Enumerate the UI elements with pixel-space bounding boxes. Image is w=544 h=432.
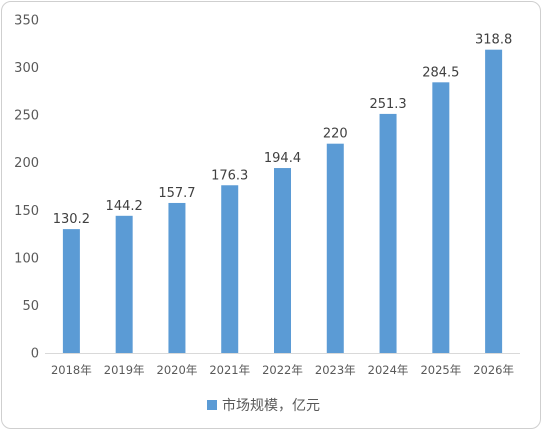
bar-series [62,49,503,353]
data-label: 130.2 [53,212,90,227]
data-label: 220 [323,127,348,142]
data-label: 251.3 [369,97,406,112]
data-label: 194.4 [264,151,301,166]
legend: 市场规模，亿元 [207,397,320,414]
y-tick-label: 250 [14,109,39,124]
x-tick-label: 2026年 [473,363,514,377]
bar [326,143,344,353]
bar [115,215,133,353]
y-tick-label: 100 [14,251,39,266]
x-tick-label: 2023年 [315,363,356,377]
x-tick-label: 2021年 [209,363,250,377]
y-tick-label: 150 [14,204,39,219]
x-tick-label: 2025年 [420,363,461,377]
data-label: 284.5 [422,65,459,80]
x-tick-label: 2024年 [368,363,409,377]
bar [379,113,397,353]
x-tick-label: 2022年 [262,363,303,377]
y-tick-label: 350 [14,14,39,29]
y-tick-label: 0 [31,347,39,362]
bar [432,82,450,353]
x-tick-label: 2018年 [51,363,92,377]
y-tick-label: 50 [22,299,39,314]
bar [168,202,186,353]
x-tick-label: 2020年 [157,363,198,377]
data-labels: 130.2 144.2 157.7 176.3 194.4 220 251.3 284.5 31… [53,33,512,227]
bar [62,229,80,353]
y-axis: 0 50 100 150 200 250 300 350 [14,14,39,362]
data-label: 157.7 [158,186,195,201]
data-label: 176.3 [211,168,248,183]
bar [485,49,503,353]
legend-swatch [207,400,217,410]
x-tick-label: 2019年 [104,363,145,377]
x-axis-labels: 2018年 2019年 2020年 2021年 2022年 2023年 2024年 2025年… [51,363,514,377]
data-label: 318.8 [475,33,512,48]
bar [221,185,239,353]
bar [274,168,291,353]
y-tick-label: 200 [14,156,39,171]
legend-label: 市场规模，亿元 [222,397,320,414]
y-tick-label: 300 [14,61,39,76]
data-label: 144.2 [106,199,143,214]
